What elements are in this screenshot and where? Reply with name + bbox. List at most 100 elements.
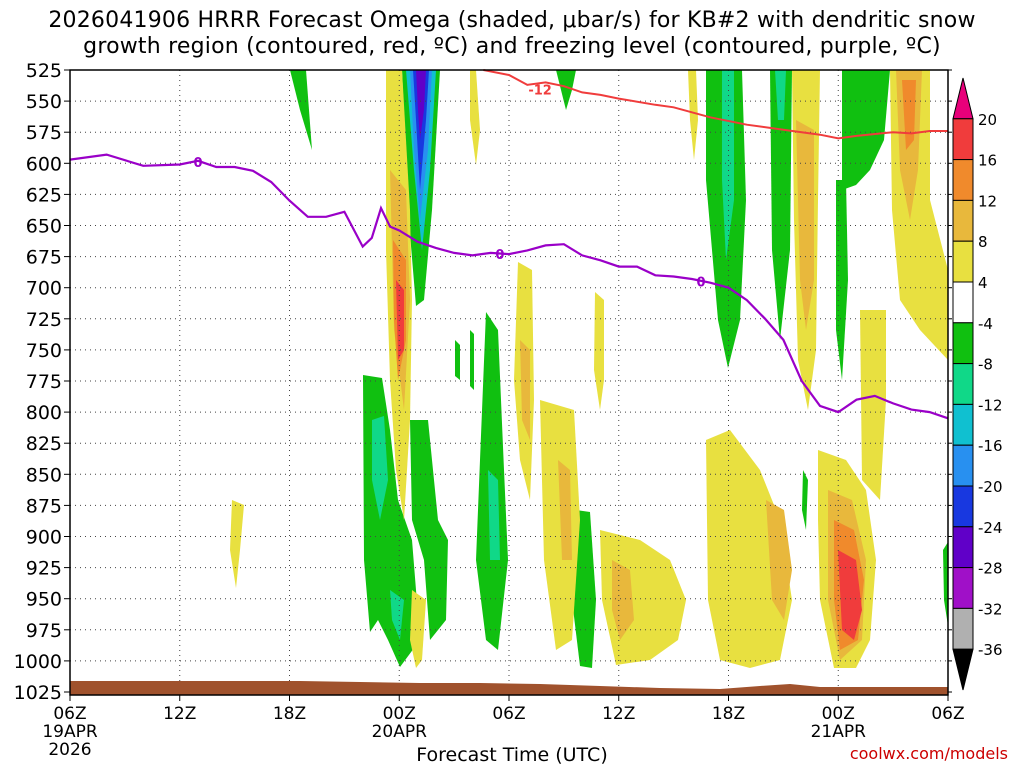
colorbar-swatch [952,322,974,365]
x-tick-date: 19APR [42,722,98,742]
y-tick-label: 625 [26,184,62,206]
y-tick-label: 1025 [14,682,62,704]
colorbar-swatch [952,199,974,242]
omega-region-negative [410,420,448,640]
x-tick-label: 06Z [53,704,86,724]
x-tick-label: 12Z [602,704,635,724]
y-tick-label: 650 [26,216,62,238]
colorbar-label: -28 [978,560,1003,578]
freezing-level-line [69,153,949,420]
freezing-level-label: 0 [495,248,504,263]
freezing-level-label: 0 [697,275,706,290]
omega-region-negative [943,542,948,626]
colorbar-label: 16 [978,152,997,170]
colorbar-label: 8 [978,233,988,251]
omega-region-negative [455,340,460,380]
dgz-minus12-label: -12 [528,84,552,99]
y-tick-label: 1000 [14,651,62,673]
colorbar-swatch [952,281,974,324]
omega-region-positive [470,70,480,165]
omega-region-positive [540,400,580,650]
omega-region-negative [836,180,848,380]
omega-region-negative-core [416,70,426,140]
freezing-level-label: 0 [194,156,203,171]
x-tick-label: 18Z [712,704,745,724]
omega-region-positive [612,560,634,640]
colorbar-label: 12 [978,192,997,210]
y-tick-label: 900 [26,527,62,549]
x-tick-label: 06Z [931,704,964,724]
omega-region-positive [230,500,244,588]
x-tick-year: 2026 [48,740,91,760]
colorbar-swatch [952,403,974,446]
omega-region-positive [766,500,792,620]
omega-region-negative [770,70,792,340]
omega-region-negative [488,470,500,560]
omega-region-negative [842,70,890,190]
x-tick-label: 12Z [163,704,196,724]
grid [70,70,948,695]
dgz-contour: -12 [483,69,948,140]
colorbar-swatch [952,118,974,161]
colorbar-swatch [952,526,974,569]
colorbar-swatch [952,567,974,609]
omega-region-positive [838,550,862,640]
colorbar-swatch [952,444,974,487]
colorbar-label: -16 [978,437,1003,455]
chart-title-line2: growth region (contoured, red, ºC) and f… [83,34,941,59]
omega-region-negative [390,590,404,640]
omega-region-negative [290,70,312,150]
y-axis: 525 550 575 600 625 650 675 700 725 750 775 800 825 8… [14,60,952,704]
colorbar-bottom-arrow [952,648,974,691]
y-tick-label: 600 [26,153,62,175]
colorbar: 20 16 12 8 4 -4 -8 -12 -16 -20 -24 -28 -32 -36 [952,77,1003,691]
terrain-surface [70,681,948,695]
y-tick-label: 825 [26,433,62,455]
omega-region-negative [470,330,474,390]
y-tick-label: 750 [26,340,62,362]
omega-region-negative [556,70,576,110]
y-tick-label: 675 [26,247,62,269]
omega-region-negative [372,416,388,520]
x-tick-label: 00Z [822,704,855,724]
y-tick-label: 550 [26,91,62,113]
colorbar-label: -4 [978,315,993,333]
colorbar-label: -12 [978,396,1003,414]
x-tick-label: 18Z [273,704,306,724]
y-tick-label: 975 [26,620,62,642]
omega-region-positive [410,590,426,668]
omega-region-negative [775,70,786,120]
omega-region-positive [558,460,572,560]
freezing-level-contour: 0 0 0 [69,153,949,420]
omega-region-positive [706,430,792,668]
watermark: coolwx.com/models [849,744,1008,763]
y-tick-label: 775 [26,371,62,393]
omega-region-positive [860,310,886,500]
y-tick-label: 850 [26,464,62,486]
y-tick-label: 700 [26,278,62,300]
y-tick-label: 950 [26,589,62,611]
x-tick-label: 06Z [492,704,525,724]
colorbar-label: -20 [978,478,1003,496]
y-tick-label: 800 [26,402,62,424]
y-tick-label: 925 [26,558,62,580]
omega-region-positive [396,280,404,360]
colorbar-swatch [952,240,974,283]
x-tick-date: 20APR [372,722,428,742]
colorbar-label: -8 [978,356,993,374]
omega-region-positive [520,340,530,440]
y-tick-label: 875 [26,495,62,517]
omega-region-negative [802,470,808,530]
chart-title-line1: 2026041906 HRRR Forecast Omega (shaded, … [48,8,976,33]
dgz-minus12-line [483,69,948,140]
x-axis-title: Forecast Time (UTC) [416,744,608,766]
colorbar-label: -36 [978,641,1003,659]
y-tick-label: 725 [26,309,62,331]
colorbar-swatch [952,607,974,650]
colorbar-label: 4 [978,274,988,292]
colorbar-label: 20 [978,111,997,129]
omega-region-positive [594,292,604,410]
colorbar-swatch [952,363,974,405]
y-tick-label: 575 [26,122,62,144]
